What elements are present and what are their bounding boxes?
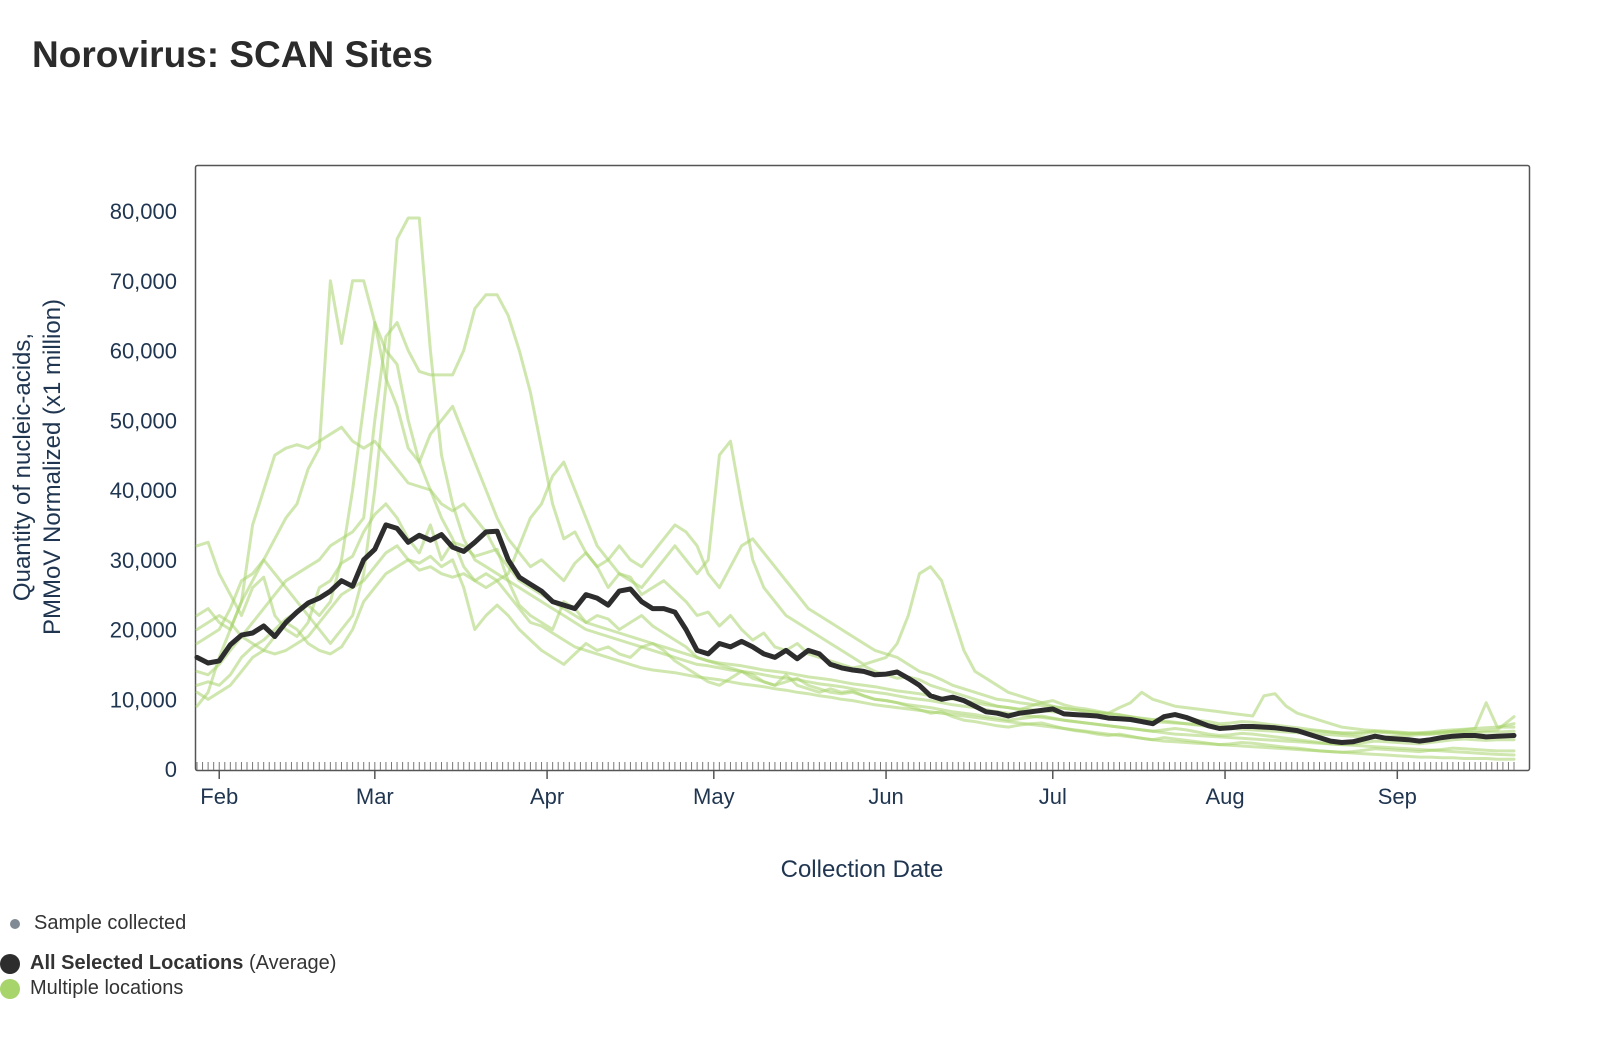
x-tick-label: Jul: [1039, 784, 1067, 809]
multiple-locations-dot-icon: [0, 978, 20, 999]
y-tick-label: 0: [165, 757, 177, 782]
legend-multiple-locations: Multiple locations: [0, 977, 183, 1000]
x-axis-day-ticks: [196, 762, 1515, 770]
y-tick-label: 30,000: [110, 548, 177, 573]
average-series-line: [194, 522, 1517, 745]
legend-sample-label: Sample collected: [34, 912, 187, 934]
x-tick-label: Sep: [1378, 784, 1417, 809]
site-series-line: [195, 425, 1516, 735]
page-title: Norovirus: SCAN Sites: [32, 34, 433, 75]
y-axis-label: Quantity of nucleic-acids, PMMoV Normaliz…: [9, 299, 66, 635]
y-tick-label: 80,000: [110, 199, 177, 224]
legend-sample-collected: Sample collected: [10, 912, 186, 935]
chart: Quantity of nucleic-acids, PMMoV Normaliz…: [9, 164, 1531, 883]
x-tick-label: Aug: [1205, 784, 1244, 809]
y-tick-label: 10,000: [110, 687, 177, 712]
x-tick-label: Apr: [530, 784, 564, 809]
x-axis-label: Collection Date: [781, 856, 944, 883]
y-tick-label: 70,000: [110, 269, 177, 294]
plot-frame: [194, 164, 1531, 772]
y-axis-label-line: PMMoV Normalized (x1 million): [39, 299, 66, 635]
series-lines: [194, 216, 1517, 761]
y-tick-label: 40,000: [110, 478, 177, 503]
x-tick-label: May: [693, 784, 735, 809]
y-axis-label-line: Quantity of nucleic-acids,: [9, 333, 36, 601]
sample-dot-icon: [10, 918, 20, 929]
x-tick-label: Mar: [356, 784, 394, 809]
x-tick-label: Jun: [868, 784, 903, 809]
legend-average-suffix: (Average): [243, 952, 337, 974]
y-tick-label: 60,000: [110, 339, 177, 364]
y-tick-label: 50,000: [110, 408, 177, 433]
site-series-line: [195, 439, 1516, 736]
y-tick-label: 20,000: [110, 618, 177, 643]
site-series-line: [195, 279, 1516, 736]
site-series-line: [195, 554, 1516, 747]
y-axis: 0 10,000 20,000 30,000 40,000 50,000 60,000 70,…: [110, 199, 177, 782]
site-series-line: [195, 216, 1516, 757]
site-series-line: [195, 321, 1516, 761]
x-axis: Feb Mar Apr May Jun Jul Aug Sep: [200, 770, 1417, 809]
legend-average-label: All Selected Locations: [30, 952, 244, 974]
legend-multiple-label: Multiple locations: [30, 977, 184, 999]
site-series-line: [195, 502, 1516, 754]
average-dot-icon: [0, 953, 20, 974]
legend-average: All Selected Locations (Average): [0, 952, 336, 975]
site-series-line: [195, 293, 1516, 740]
x-tick-label: Feb: [200, 784, 238, 809]
